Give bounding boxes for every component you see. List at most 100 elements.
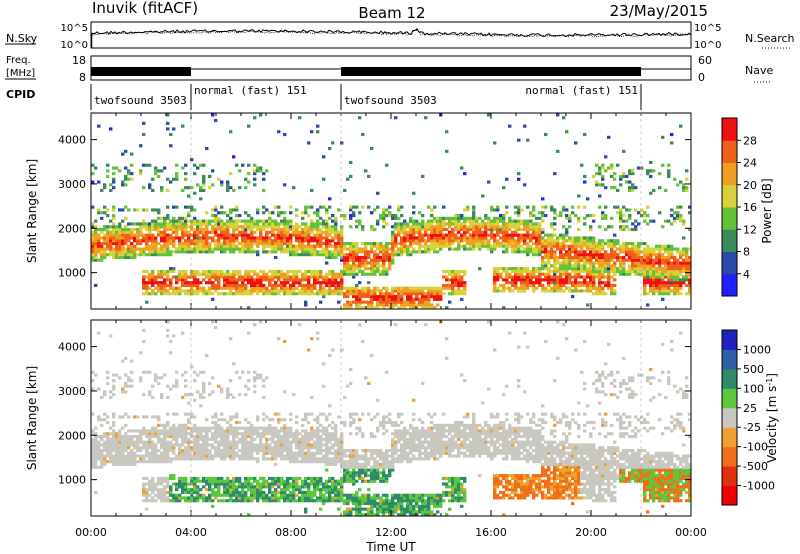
power-cell-1008 — [247, 225, 251, 229]
freq-bar-0 — [91, 67, 191, 76]
power-cell-1058 — [256, 292, 260, 296]
power-cell-2030 — [397, 225, 401, 229]
power-cell-864 — [229, 292, 233, 296]
power-cell-3646 — [658, 261, 662, 265]
power-cell-905 — [232, 225, 236, 229]
power-cell-296 — [148, 253, 152, 257]
power-cell-1441 — [310, 188, 314, 192]
velocity-cell-491 — [175, 457, 179, 461]
power-cell-67 — [103, 228, 107, 232]
velocity-cell-327 — [151, 432, 155, 436]
power-cell-2177 — [421, 236, 425, 240]
velocity-cell-33 — [97, 465, 101, 469]
power-cell-1560 — [328, 250, 332, 254]
velocity-cell-556 — [184, 449, 188, 453]
velocity-cell-461 — [169, 426, 173, 430]
power-cell-3794 — [679, 124, 683, 128]
power-cell-1640 — [340, 269, 344, 273]
power-cell-2269 — [436, 239, 440, 243]
power-cell-1571 — [328, 147, 332, 151]
power-cell-3744 — [673, 272, 677, 276]
power-cell-1154 — [268, 219, 272, 223]
velocity-cell-79 — [106, 440, 110, 444]
power-cell-2739 — [520, 233, 524, 237]
power-cell-113 — [112, 222, 116, 226]
power-cell-2910 — [547, 278, 551, 282]
velocity-cell-524 — [181, 490, 185, 494]
power-cell-3142 — [580, 267, 584, 271]
power-cell-1994 — [391, 225, 395, 229]
power-cell-2081 — [406, 253, 410, 257]
power-cell-2853 — [538, 247, 542, 251]
power-ytick-label-3: 4000 — [58, 134, 86, 147]
power-cell-3163 — [583, 258, 587, 262]
power-cell-2287 — [439, 236, 443, 240]
velocity-cell-535 — [181, 440, 185, 444]
power-cell-3245 — [595, 275, 599, 279]
power-cell-1121 — [265, 292, 269, 296]
power-cell-575 — [187, 250, 191, 254]
power-cell-1780 — [361, 306, 365, 310]
power-cell-3005 — [559, 242, 563, 246]
power-cell-380 — [160, 272, 164, 276]
power-cell-809 — [220, 242, 224, 246]
power-cell-126 — [115, 247, 119, 251]
power-cell-61 — [103, 250, 107, 254]
velocity-cell-54 — [100, 437, 104, 441]
power-cell-3146 — [580, 253, 584, 257]
power-cell-396 — [163, 292, 167, 296]
velocity-cell-206 — [130, 443, 134, 447]
power-cell-204 — [130, 244, 134, 248]
power-cell-1140 — [268, 289, 272, 293]
power-cell-164 — [121, 183, 125, 187]
power-cell-2292 — [439, 222, 443, 226]
power-cell-2094 — [409, 297, 413, 301]
velocity-cell-321 — [151, 451, 155, 455]
power-cell-2945 — [553, 289, 557, 293]
power-cell-1329 — [295, 247, 299, 251]
power-cell-2145 — [415, 225, 419, 229]
power-cell-1491 — [319, 281, 323, 285]
power-cell-1254 — [283, 225, 287, 229]
power-cell-350 — [154, 172, 158, 176]
power-cell-510 — [178, 272, 182, 276]
power-cell-866 — [229, 286, 233, 290]
power-cell-1271 — [286, 244, 290, 248]
power-cell-3186 — [586, 261, 590, 265]
velocity-cell-400 — [163, 488, 167, 492]
velocity-cell-342 — [154, 449, 158, 453]
velocity-cell-551 — [184, 479, 188, 483]
power-cell-3795 — [682, 281, 686, 285]
power-cell-2701 — [517, 289, 521, 293]
power-cell-108 — [112, 236, 116, 240]
power-cell-175 — [124, 230, 128, 234]
power-cell-3067 — [568, 247, 572, 251]
power-cell-2685 — [514, 272, 518, 276]
power-cell-527 — [181, 275, 185, 279]
velocity-cell-17 — [94, 490, 98, 494]
power-cell-2704 — [517, 275, 521, 279]
power-cell-1705 — [349, 253, 353, 257]
velocity-cell-708 — [205, 449, 209, 453]
power-cell-2165 — [418, 211, 422, 215]
power-cell-3164 — [583, 255, 587, 259]
power-cell-2162 — [418, 228, 422, 232]
power-cell-2004 — [394, 250, 398, 254]
velocity-cell-611 — [193, 499, 197, 503]
power-cell-787 — [217, 269, 221, 273]
power-cell-410 — [163, 236, 167, 240]
power-cell-154 — [121, 247, 125, 251]
power-cell-1478 — [316, 225, 320, 229]
power-cell-69 — [103, 211, 107, 215]
power-cell-162 — [121, 219, 125, 223]
power-cell-2679 — [511, 219, 515, 223]
power-cell-1475 — [316, 233, 320, 237]
velocity-cell-500 — [175, 412, 179, 416]
power-cell-3738 — [673, 289, 677, 293]
power-cell-288 — [145, 208, 149, 212]
power-cell-3475 — [628, 172, 632, 176]
power-cell-3203 — [589, 272, 593, 276]
power-cell-200 — [130, 255, 134, 259]
power-cell-2000 — [394, 295, 398, 299]
